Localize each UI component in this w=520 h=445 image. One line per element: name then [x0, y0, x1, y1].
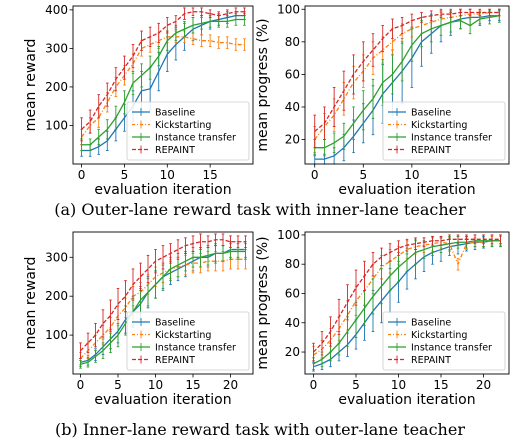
y-tick-label: 300 [45, 250, 68, 264]
legend-label: Kickstarting [155, 120, 211, 131]
series-line [314, 11, 500, 132]
legend-label: REPAINT [155, 145, 195, 156]
legend-label: Instance transfer [155, 133, 236, 144]
legend-label: Baseline [155, 318, 195, 329]
x-tick-label: 20 [223, 378, 238, 392]
plot-frame [304, 231, 510, 375]
series-line [80, 239, 246, 352]
x-tick-label: 0 [77, 378, 85, 392]
series-repaint [312, 234, 502, 362]
legend-box [382, 101, 506, 161]
y-tick-label: 20 [285, 133, 300, 147]
x-tick-label: 5 [359, 168, 367, 182]
legend-label: Kickstarting [411, 330, 467, 341]
legend-label: Instance transfer [411, 343, 492, 354]
series-line [313, 238, 501, 353]
panel-a-reward: 0 5 10 15 100 200 300 400 evaluation iteration me… [23, 3, 254, 198]
legend-box [126, 101, 250, 161]
y-axis-label: mean reward [23, 39, 39, 132]
x-tick-label: 20 [476, 378, 491, 392]
x-tick-label: 10 [148, 378, 163, 392]
y-axis-label: mean reward [23, 257, 39, 350]
x-tick-label: 10 [160, 168, 175, 182]
x-axis-label: evaluation iteration [338, 392, 475, 408]
y-tick-label: 80 [285, 257, 300, 271]
legend-box [126, 311, 250, 371]
y-tick-label: 40 [285, 316, 300, 330]
series-line [314, 15, 500, 160]
panel-b-progress: 0 5 10 15 20 20 40 60 80 100 evaluation iteration m… [255, 228, 510, 408]
series-line [81, 36, 245, 138]
series-line [314, 15, 500, 149]
legend-label: REPAINT [155, 355, 195, 366]
series-line [81, 18, 245, 146]
legend-box [382, 311, 506, 371]
x-tick-label: 5 [352, 378, 360, 392]
y-tick-label: 40 [285, 100, 300, 114]
series-line [81, 14, 245, 152]
legend-label: Baseline [155, 108, 195, 119]
y-tick-label: 200 [45, 80, 68, 94]
series-repaint [80, 7, 246, 142]
x-tick-label: 10 [404, 168, 419, 182]
caption-a: (a) Outer-lane reward task with inner-la… [54, 200, 466, 219]
series-line [80, 250, 246, 365]
series-line [81, 11, 245, 130]
y-axis-label: mean progress (%) [255, 18, 271, 151]
legend-label: Instance transfer [411, 133, 492, 144]
x-tick-label: 0 [310, 378, 318, 392]
y-tick-label: 100 [277, 228, 300, 242]
x-axis-label: evaluation iteration [338, 182, 475, 198]
y-tick-label: 200 [45, 289, 68, 303]
plot-frame [72, 5, 254, 165]
series-line [313, 240, 501, 356]
x-tick-label: 15 [433, 378, 448, 392]
y-axis-label: mean progress (%) [255, 236, 271, 369]
legend-label: Baseline [411, 318, 451, 329]
x-axis-label: evaluation iteration [94, 182, 231, 198]
x-tick-label: 5 [114, 378, 122, 392]
legend-label: Kickstarting [155, 330, 211, 341]
y-tick-label: 60 [285, 67, 300, 81]
y-tick-label: 100 [45, 118, 68, 132]
panel-b-reward: 0 5 10 15 20 100 200 300 evaluation iteration mea… [23, 231, 254, 408]
legend-label: Instance transfer [155, 343, 236, 354]
y-tick-label: 100 [277, 2, 300, 16]
plot-frame [304, 5, 510, 165]
x-axis-label: evaluation iteration [94, 392, 231, 408]
y-tick-label: 400 [45, 3, 68, 17]
x-tick-label: 15 [185, 378, 200, 392]
legend-label: Kickstarting [411, 120, 467, 131]
x-tick-label: 15 [453, 168, 468, 182]
x-tick-label: 10 [391, 378, 406, 392]
x-tick-label: 15 [203, 168, 218, 182]
y-tick-label: 100 [45, 328, 68, 342]
y-tick-label: 80 [285, 35, 300, 49]
plot-frame [72, 231, 254, 375]
y-tick-label: 300 [45, 41, 68, 55]
x-tick-label: 0 [78, 168, 86, 182]
x-tick-label: 0 [311, 168, 319, 182]
legend-label: Baseline [411, 108, 451, 119]
y-tick-label: 20 [285, 345, 300, 359]
series-repaint [79, 233, 247, 359]
series-instance-transfer [79, 243, 247, 369]
panel-a-progress: 0 5 10 15 20 40 60 80 100 evaluation iteration mea… [255, 2, 510, 198]
legend-label: REPAINT [411, 145, 451, 156]
series-line [314, 11, 500, 140]
caption-b: (b) Inner-lane reward task with outer-la… [55, 420, 465, 439]
legend-label: REPAINT [411, 355, 451, 366]
series-repaint [313, 8, 501, 149]
x-tick-label: 5 [121, 168, 129, 182]
y-tick-label: 60 [285, 286, 300, 300]
series-line [313, 240, 501, 365]
